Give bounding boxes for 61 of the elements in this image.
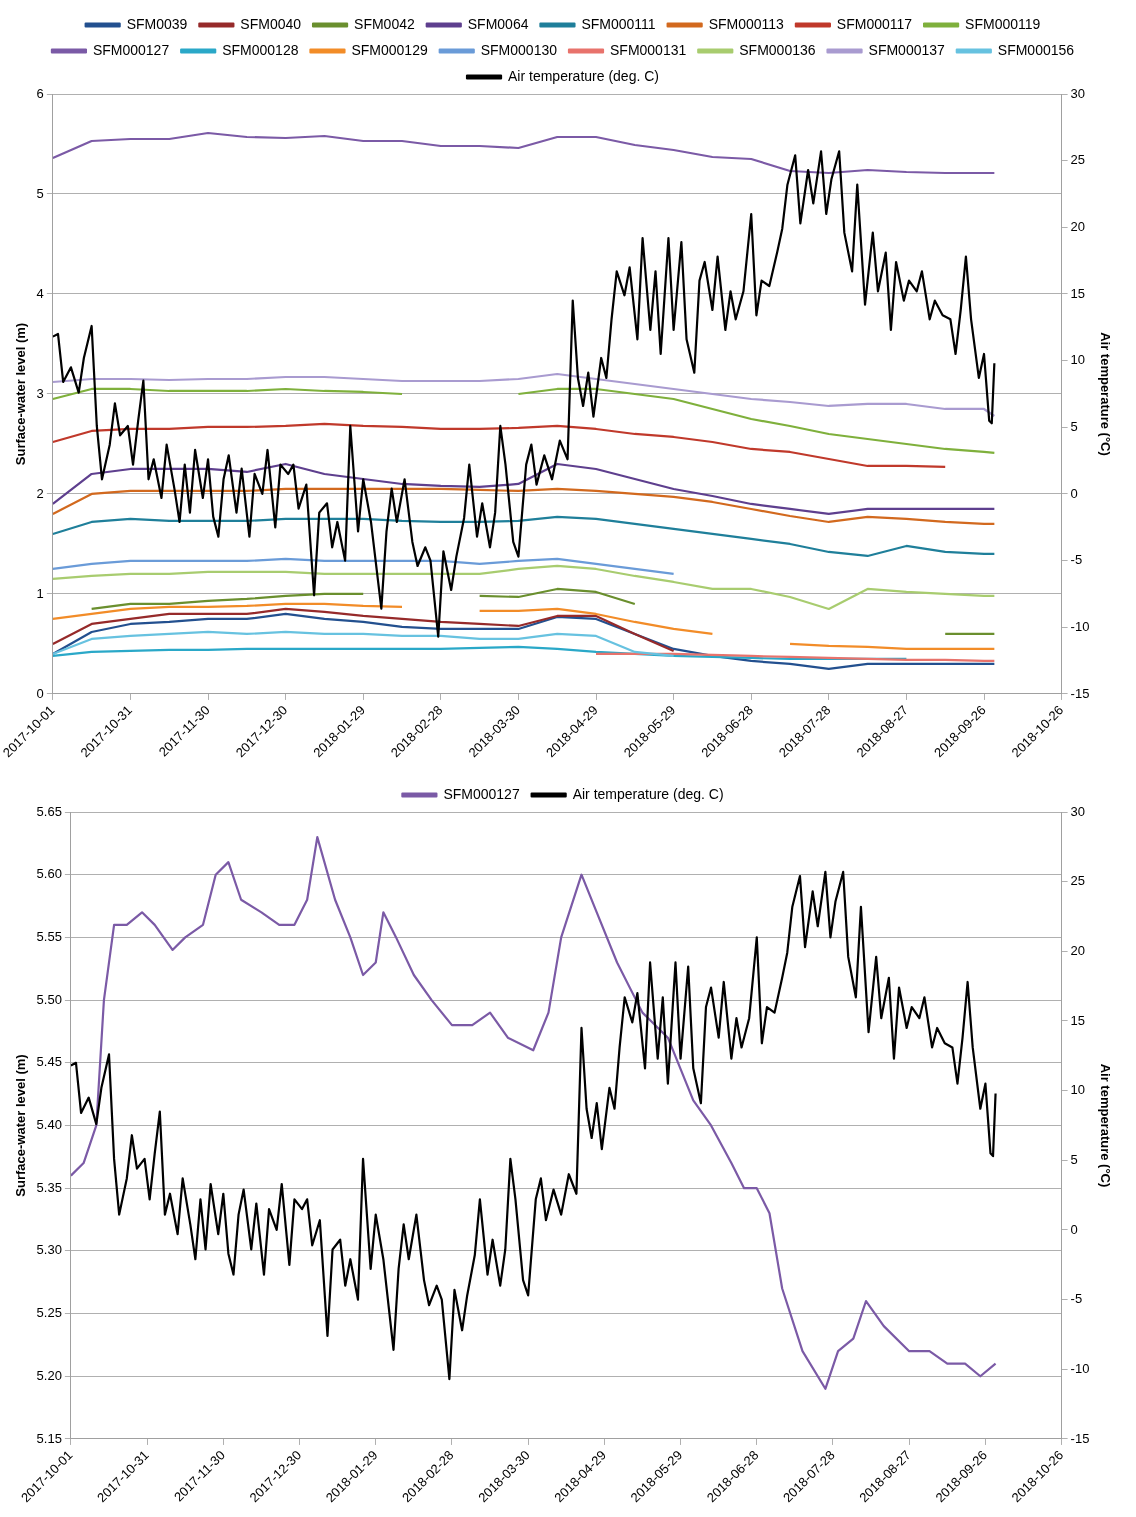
y2-tick-label: 30: [1070, 803, 1086, 819]
y-tick-label: 5: [36, 185, 44, 201]
y2-tick-label: -5: [1070, 1291, 1083, 1307]
y-tick-label: 4: [36, 285, 44, 301]
y2-axis-title: Air temperature (°C): [1097, 1063, 1113, 1188]
y-tick-label: 5.55: [36, 928, 62, 944]
y-axis-title: Surface-water level (m): [13, 1054, 29, 1197]
legend-label: SFM0040: [240, 15, 302, 32]
y-tick-label: 5.60: [36, 866, 62, 882]
legend-label: Air temperature (deg. C): [572, 785, 724, 802]
legend-label: SFM000136: [739, 41, 816, 58]
legend-label: SFM000127: [443, 785, 520, 802]
y2-tick-label: 20: [1070, 942, 1086, 958]
y2-tick-label: -5: [1070, 552, 1083, 568]
legend-label: SFM000117: [836, 15, 913, 32]
legend-label: SFM000127: [92, 41, 170, 58]
legend-label: SFM000130: [480, 41, 558, 58]
y2-tick-label: -15: [1070, 1430, 1090, 1446]
legend-label: SFM0042: [354, 15, 415, 32]
y-tick-label: 5.50: [36, 991, 62, 1007]
y-tick-label: 5.40: [36, 1117, 62, 1133]
legend-label: SFM000111: [581, 15, 656, 32]
y2-tick-label: -10: [1070, 1360, 1090, 1376]
legend-label: SFM0064: [467, 15, 529, 32]
y2-tick-label: 10: [1070, 352, 1086, 368]
legend-label: SFM0039: [126, 15, 188, 32]
legend-label: SFM000131: [610, 41, 687, 58]
legend-label: SFM000113: [708, 15, 785, 32]
y2-tick-label: -15: [1070, 685, 1090, 701]
y2-tick-label: 10: [1070, 1082, 1086, 1098]
y-tick-label: 0: [36, 685, 44, 701]
legend-label: Air temperature (deg. C): [508, 67, 659, 84]
y2-tick-label: 25: [1070, 873, 1086, 889]
legend-label: SFM000156: [997, 41, 1075, 58]
y2-tick-label: 20: [1070, 218, 1086, 234]
y2-tick-label: 5: [1070, 1151, 1078, 1167]
legend-label: SFM000119: [965, 15, 1041, 32]
y2-tick-label: 0: [1070, 485, 1078, 501]
y-tick-label: 2: [36, 485, 44, 501]
y2-tick-label: 30: [1070, 85, 1086, 101]
y-axis-title: Surface-water level (m): [13, 322, 29, 466]
y-tick-label: 5.65: [36, 803, 62, 819]
y-tick-label: 5.25: [36, 1305, 62, 1321]
y2-tick-label: -10: [1070, 618, 1090, 634]
y2-tick-label: 25: [1070, 152, 1086, 168]
y2-tick-label: 15: [1070, 285, 1086, 301]
legend-label: SFM000128: [222, 41, 299, 58]
y2-tick-label: 0: [1070, 1221, 1078, 1237]
legend-label: SFM000129: [351, 41, 428, 58]
y2-tick-label: 5: [1070, 418, 1078, 434]
y-tick-label: 5.35: [36, 1179, 62, 1195]
y-tick-label: 5.15: [36, 1430, 62, 1446]
y2-tick-label: 15: [1070, 1012, 1086, 1028]
y2-axis-title: Air temperature (°C): [1097, 332, 1113, 456]
y-tick-label: 5.20: [36, 1367, 62, 1383]
y-tick-label: 5.45: [36, 1054, 62, 1070]
y-tick-label: 6: [36, 85, 44, 101]
legend-label: SFM000137: [868, 41, 946, 58]
y-tick-label: 1: [36, 585, 44, 601]
y-tick-label: 5.30: [36, 1242, 62, 1258]
y-tick-label: 3: [36, 385, 44, 401]
